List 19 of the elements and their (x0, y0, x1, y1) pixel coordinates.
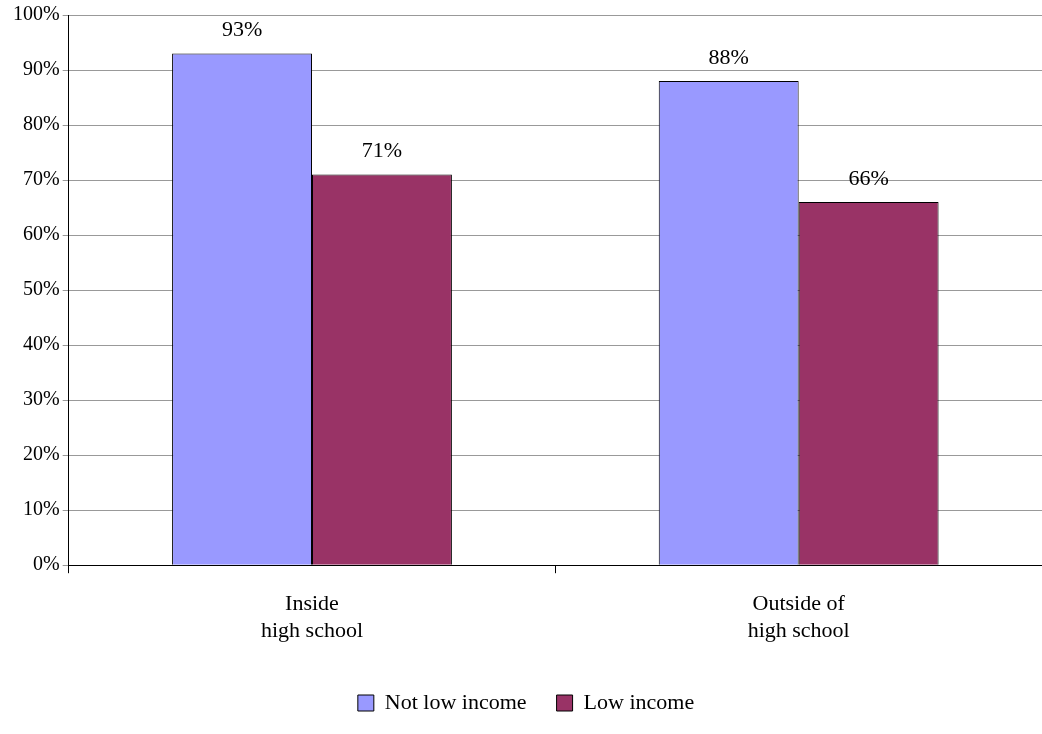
y-tick-label: 10% (22, 497, 60, 520)
y-tick-label: 40% (22, 332, 60, 355)
y-tick-label: 0% (32, 552, 60, 575)
y-tick-label: 100% (12, 2, 60, 25)
data-label: 88% (708, 43, 749, 69)
y-tick-label: 50% (22, 277, 60, 300)
data-label: 66% (848, 164, 889, 190)
legend-label: Not low income (384, 688, 527, 714)
x-tick-label: Outside of high school (747, 590, 850, 642)
data-label: 93% (221, 16, 263, 42)
y-tick-label: 70% (22, 167, 60, 190)
y-tick-label: 20% (22, 442, 60, 465)
data-label: 71% (361, 137, 403, 163)
x-tick-label: Inside high school (260, 590, 364, 642)
y-tick-label: 60% (22, 222, 60, 245)
y-tick-label: 80% (22, 112, 60, 135)
y-tick-label: 30% (22, 387, 60, 410)
legend-label: Low income (583, 688, 695, 714)
y-tick-label: 90% (22, 57, 60, 80)
